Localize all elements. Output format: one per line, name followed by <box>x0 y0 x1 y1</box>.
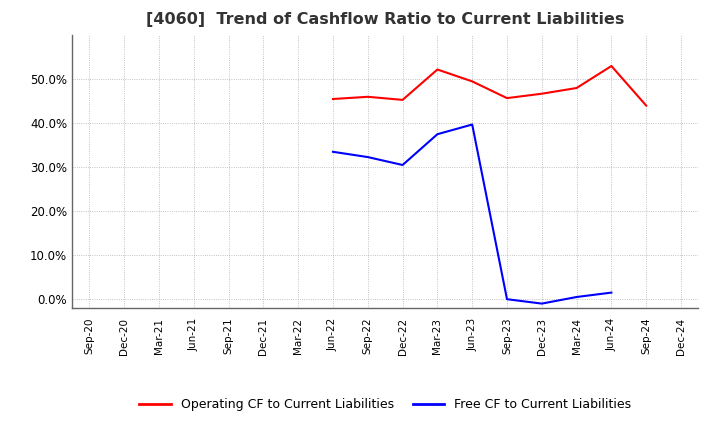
Title: [4060]  Trend of Cashflow Ratio to Current Liabilities: [4060] Trend of Cashflow Ratio to Curren… <box>146 12 624 27</box>
Legend: Operating CF to Current Liabilities, Free CF to Current Liabilities: Operating CF to Current Liabilities, Fre… <box>135 393 636 416</box>
